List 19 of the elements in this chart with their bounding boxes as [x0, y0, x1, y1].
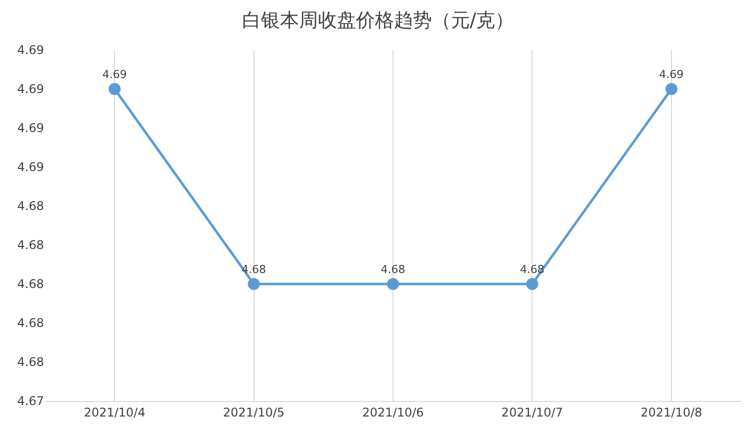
- x-tick-label: 2021/10/7: [501, 405, 563, 420]
- y-tick-label: 4.69: [17, 160, 44, 174]
- y-tick-label: 4.68: [17, 316, 44, 330]
- y-tick-label: 4.69: [17, 43, 44, 58]
- data-label: 4.69: [659, 68, 684, 81]
- x-tick-label: 2021/10/8: [640, 405, 702, 420]
- y-tick-label: 4.68: [17, 238, 44, 252]
- y-tick-label: 4.69: [17, 82, 44, 96]
- chart-title: 白银本周收盘价格趋势（元/克）: [242, 9, 514, 32]
- x-tick-label: 2021/10/5: [223, 405, 285, 420]
- y-tick-label: 4.68: [17, 355, 44, 370]
- x-tick-label: 2021/10/6: [362, 405, 424, 420]
- y-tick-label: 4.69: [17, 121, 44, 136]
- y-tick-label: 4.68: [17, 277, 44, 292]
- y-tick-label: 4.67: [17, 394, 44, 408]
- data-label: 4.68: [380, 262, 406, 276]
- y-tick-label: 4.68: [17, 199, 44, 214]
- data-label: 4.69: [102, 68, 127, 81]
- x-tick-label: 2021/10/4: [84, 405, 146, 420]
